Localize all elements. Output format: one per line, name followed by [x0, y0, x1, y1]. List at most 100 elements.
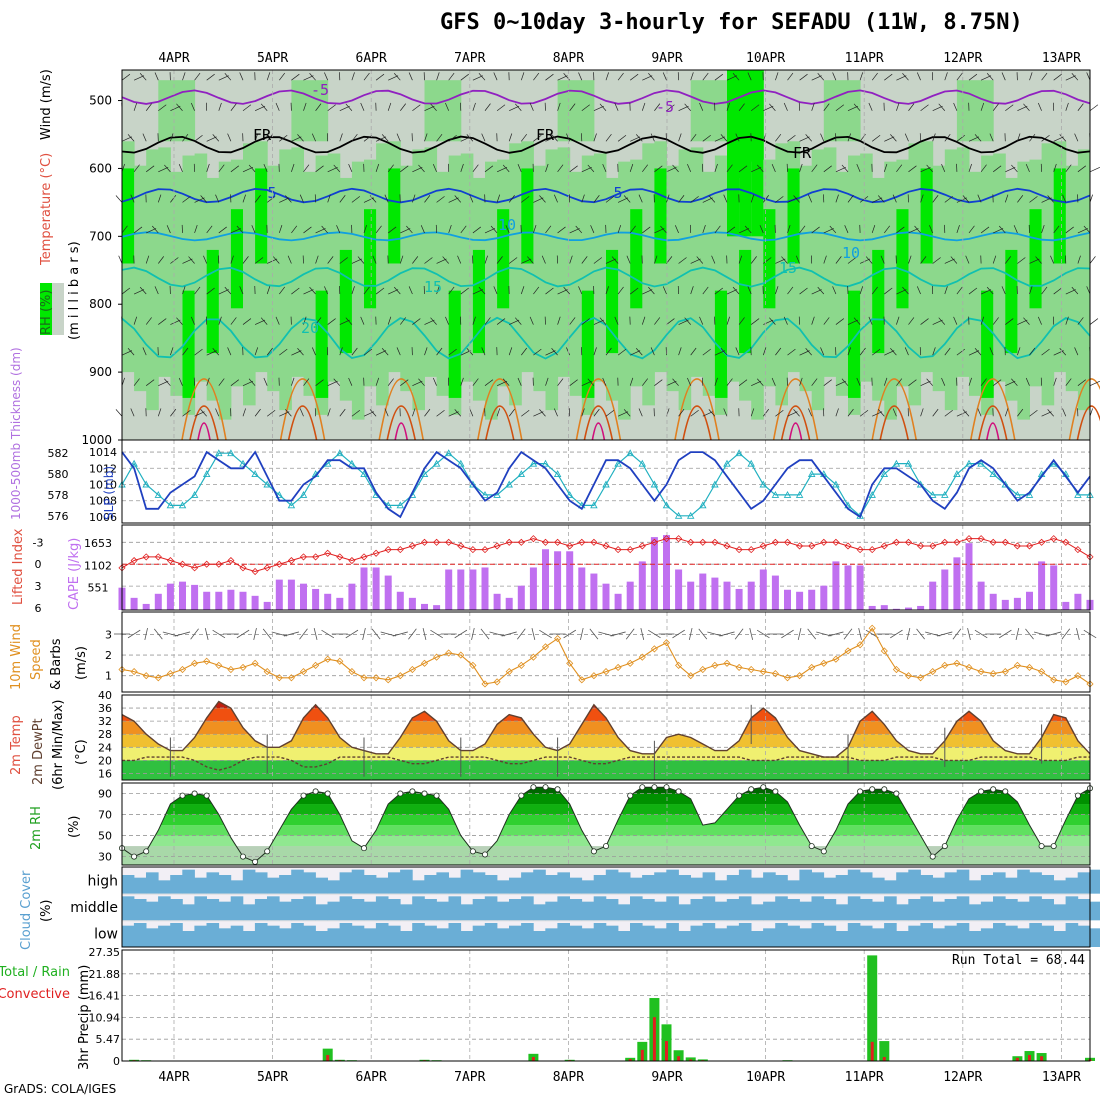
- wind-speed-point: [759, 667, 767, 676]
- wind-barb: [430, 317, 437, 325]
- wind-speed-point: [1013, 661, 1021, 669]
- wind-barb: [363, 72, 370, 81]
- cloud-cell: [1089, 928, 1100, 947]
- wind-barb: [311, 347, 316, 356]
- cloud-cell: [339, 896, 353, 921]
- cloud-cell: [448, 896, 462, 921]
- wind-barb: [481, 133, 486, 142]
- cloud-cell: [291, 869, 304, 894]
- wind-barb: [732, 286, 740, 295]
- wind-barb: [381, 134, 389, 142]
- cloud-cell: [872, 901, 885, 921]
- wind-speed-point: [529, 653, 537, 661]
- cloud-cell: [146, 872, 159, 894]
- rh2m-point: [433, 792, 440, 799]
- wind-barb: [484, 228, 496, 234]
- thickness-point: [904, 459, 913, 467]
- wind-barb: [775, 347, 782, 356]
- wind-barb: [460, 287, 469, 295]
- wind-barb: [454, 629, 468, 639]
- cloud-cell: [472, 872, 486, 894]
- thickness-point: [275, 490, 284, 498]
- cloud-cell: [182, 904, 195, 921]
- wind-barb: [775, 258, 786, 264]
- cloud-cell: [496, 901, 510, 921]
- rh2m-point: [252, 858, 259, 865]
- cloud-cell: [206, 899, 220, 921]
- cloud-cell: [242, 904, 256, 921]
- wind-barb: [642, 378, 649, 386]
- contour-label: FR: [253, 126, 272, 144]
- wind-barb: [1053, 136, 1064, 142]
- cloud-cell: [642, 925, 655, 947]
- wind-barb: [218, 75, 229, 81]
- rh2m-point: [1050, 843, 1057, 850]
- wind-barb: [847, 408, 854, 417]
- wind-barb: [749, 628, 754, 640]
- wind-barb: [1029, 409, 1038, 417]
- wind-barb: [617, 72, 624, 81]
- wind-barb: [145, 255, 150, 264]
- rh2m-point: [748, 786, 755, 793]
- cape-bar: [905, 607, 912, 610]
- wind-barb: [496, 104, 506, 112]
- thickness-point: [154, 490, 163, 498]
- wind-barb: [1004, 194, 1009, 203]
- cloud-cell: [642, 875, 655, 894]
- wind-barb: [956, 225, 960, 234]
- wind-barb: [654, 379, 663, 386]
- wind-barb: [248, 378, 256, 386]
- cloud-cell: [630, 896, 643, 921]
- wind-barb: [781, 629, 794, 639]
- cloud-cell: [666, 869, 679, 894]
- isotherm-30: [485, 405, 515, 441]
- cloud-cell: [218, 928, 232, 947]
- wind-barb: [121, 350, 133, 356]
- wind-speed-point: [953, 659, 961, 667]
- wind-speed-point: [771, 670, 779, 678]
- wind-barb: [472, 164, 479, 173]
- cape-bar: [602, 583, 610, 610]
- cloud-cell: [146, 928, 159, 947]
- lifted-index-point: [130, 556, 138, 565]
- wind-barb: [190, 102, 195, 111]
- wind-barb: [884, 350, 895, 356]
- wind-barb: [363, 225, 367, 234]
- thickness-point: [541, 459, 550, 467]
- wind-barb: [514, 103, 522, 111]
- cloud-cell: [751, 931, 764, 947]
- wind-barb: [272, 256, 280, 264]
- wind-barb: [699, 102, 704, 111]
- cloud-cell: [339, 872, 353, 894]
- wind-barb: [545, 287, 554, 295]
- thickness-point: [941, 490, 949, 498]
- wind-barb: [521, 347, 528, 356]
- wind-barb: [345, 629, 359, 639]
- wind-barb: [696, 256, 704, 264]
- cloud-cell: [1053, 904, 1067, 921]
- wind-barb: [835, 318, 845, 325]
- wind-barb: [384, 408, 389, 417]
- lifted-index-point: [191, 564, 199, 572]
- wind-barb: [375, 377, 380, 386]
- wind-barb: [266, 347, 273, 356]
- wind-barb: [400, 165, 409, 173]
- wind-barb: [472, 102, 476, 111]
- lifted-index-point: [420, 538, 429, 546]
- wind-barb: [408, 286, 413, 295]
- isotherm-25: [575, 378, 622, 441]
- wind-barb: [763, 257, 772, 264]
- cape-bar: [505, 597, 513, 610]
- cloud-cell: [1041, 875, 1054, 894]
- wind-barb: [279, 411, 290, 417]
- rh-band: [981, 80, 994, 142]
- rh2m-axis-label: (%): [67, 816, 82, 839]
- wind-barb: [944, 286, 948, 295]
- cloud-cell: [859, 925, 873, 947]
- rh2m-point: [603, 843, 610, 850]
- lifted-index-point: [892, 538, 900, 546]
- wind-barb: [345, 317, 353, 325]
- wind-barb: [1065, 75, 1076, 81]
- thickness-point: [1001, 480, 1010, 488]
- lifted-index-point: [844, 542, 852, 550]
